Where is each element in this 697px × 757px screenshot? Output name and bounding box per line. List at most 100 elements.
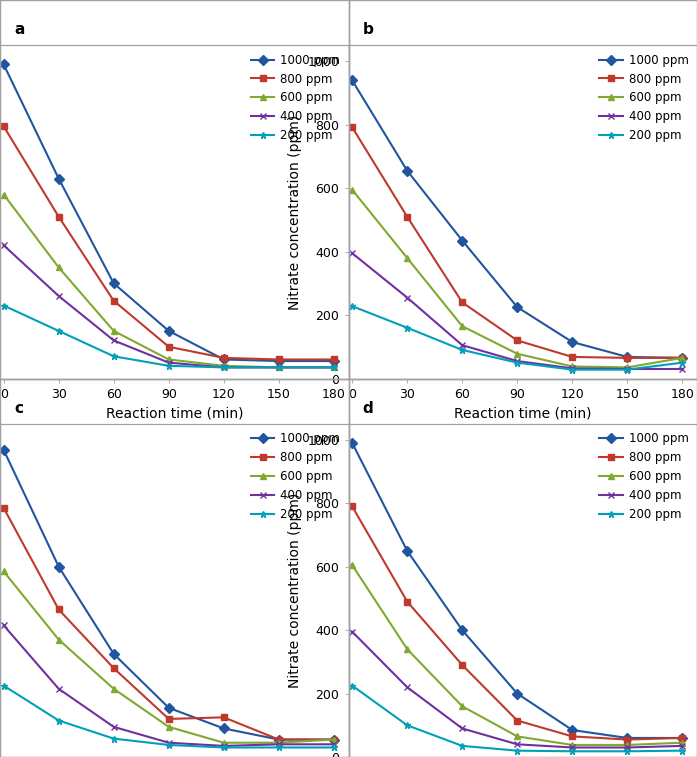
1000 ppm bbox=[513, 303, 521, 312]
600 ppm bbox=[0, 567, 8, 576]
600 ppm bbox=[348, 560, 356, 569]
400 ppm bbox=[0, 621, 8, 630]
600 ppm bbox=[458, 322, 466, 331]
600 ppm bbox=[54, 263, 63, 272]
Legend: 1000 ppm, 800 ppm, 600 ppm, 400 ppm, 200 ppm: 1000 ppm, 800 ppm, 600 ppm, 400 ppm, 200… bbox=[246, 49, 345, 147]
600 ppm bbox=[220, 738, 228, 747]
600 ppm bbox=[348, 185, 356, 195]
400 ppm bbox=[623, 743, 631, 752]
800 ppm bbox=[678, 734, 687, 743]
200 ppm bbox=[403, 721, 411, 730]
200 ppm bbox=[164, 361, 173, 370]
400 ppm bbox=[513, 357, 521, 366]
600 ppm bbox=[623, 740, 631, 749]
Text: a: a bbox=[14, 22, 24, 37]
200 ppm bbox=[54, 326, 63, 335]
400 ppm bbox=[348, 627, 356, 636]
200 ppm bbox=[568, 746, 576, 755]
Line: 400 ppm: 400 ppm bbox=[0, 622, 337, 749]
Line: 200 ppm: 200 ppm bbox=[0, 682, 337, 751]
Legend: 1000 ppm, 800 ppm, 600 ppm, 400 ppm, 200 ppm: 1000 ppm, 800 ppm, 600 ppm, 400 ppm, 200… bbox=[595, 428, 694, 525]
Line: 600 ppm: 600 ppm bbox=[0, 191, 337, 371]
400 ppm bbox=[164, 358, 173, 367]
Line: 600 ppm: 600 ppm bbox=[348, 562, 686, 749]
800 ppm bbox=[0, 503, 8, 512]
200 ppm bbox=[623, 365, 631, 374]
X-axis label: Reaction time (min): Reaction time (min) bbox=[454, 406, 592, 420]
400 ppm bbox=[568, 743, 576, 752]
400 ppm bbox=[220, 363, 228, 372]
Line: 400 ppm: 400 ppm bbox=[348, 250, 686, 372]
600 ppm bbox=[0, 190, 8, 199]
800 ppm bbox=[330, 735, 338, 744]
600 ppm bbox=[403, 645, 411, 654]
1000 ppm bbox=[54, 174, 63, 183]
600 ppm bbox=[568, 362, 576, 371]
800 ppm bbox=[568, 353, 576, 362]
200 ppm bbox=[348, 681, 356, 690]
200 ppm bbox=[220, 363, 228, 372]
Line: 400 ppm: 400 ppm bbox=[0, 241, 337, 371]
200 ppm bbox=[164, 740, 173, 749]
400 ppm bbox=[275, 363, 283, 372]
200 ppm bbox=[0, 301, 8, 310]
200 ppm bbox=[678, 358, 687, 367]
1000 ppm bbox=[0, 60, 8, 69]
Line: 200 ppm: 200 ppm bbox=[0, 302, 337, 371]
800 ppm bbox=[54, 605, 63, 614]
400 ppm bbox=[0, 241, 8, 250]
1000 ppm bbox=[164, 326, 173, 335]
800 ppm bbox=[330, 355, 338, 364]
1000 ppm bbox=[348, 76, 356, 85]
800 ppm bbox=[109, 296, 118, 305]
600 ppm bbox=[330, 735, 338, 744]
800 ppm bbox=[54, 212, 63, 221]
800 ppm bbox=[164, 342, 173, 351]
200 ppm bbox=[109, 734, 118, 743]
1000 ppm bbox=[330, 357, 338, 366]
Line: 1000 ppm: 1000 ppm bbox=[0, 447, 337, 743]
200 ppm bbox=[568, 365, 576, 374]
600 ppm bbox=[330, 363, 338, 372]
200 ppm bbox=[330, 743, 338, 752]
800 ppm bbox=[513, 336, 521, 345]
600 ppm bbox=[109, 684, 118, 693]
200 ppm bbox=[513, 358, 521, 367]
800 ppm bbox=[568, 732, 576, 741]
1000 ppm bbox=[568, 725, 576, 734]
600 ppm bbox=[458, 702, 466, 711]
800 ppm bbox=[0, 122, 8, 131]
800 ppm bbox=[220, 354, 228, 363]
400 ppm bbox=[623, 364, 631, 373]
400 ppm bbox=[54, 684, 63, 693]
Line: 400 ppm: 400 ppm bbox=[348, 628, 686, 751]
X-axis label: Reaction time (min): Reaction time (min) bbox=[105, 406, 243, 420]
800 ppm bbox=[275, 735, 283, 744]
600 ppm bbox=[678, 354, 687, 363]
200 ppm bbox=[220, 743, 228, 752]
200 ppm bbox=[0, 681, 8, 690]
800 ppm bbox=[458, 660, 466, 669]
1000 ppm bbox=[678, 734, 687, 743]
Text: b: b bbox=[362, 22, 374, 37]
400 ppm bbox=[403, 293, 411, 302]
200 ppm bbox=[403, 323, 411, 332]
200 ppm bbox=[513, 746, 521, 755]
800 ppm bbox=[220, 713, 228, 722]
Legend: 1000 ppm, 800 ppm, 600 ppm, 400 ppm, 200 ppm: 1000 ppm, 800 ppm, 600 ppm, 400 ppm, 200… bbox=[595, 49, 694, 147]
400 ppm bbox=[458, 341, 466, 350]
1000 ppm bbox=[568, 338, 576, 347]
400 ppm bbox=[458, 724, 466, 733]
800 ppm bbox=[348, 123, 356, 132]
Line: 1000 ppm: 1000 ppm bbox=[348, 440, 686, 741]
800 ppm bbox=[348, 502, 356, 511]
1000 ppm bbox=[330, 735, 338, 744]
1000 ppm bbox=[275, 357, 283, 366]
600 ppm bbox=[164, 722, 173, 731]
400 ppm bbox=[403, 683, 411, 692]
Line: 600 ppm: 600 ppm bbox=[0, 568, 337, 746]
Text: c: c bbox=[14, 400, 23, 416]
600 ppm bbox=[220, 361, 228, 370]
800 ppm bbox=[513, 716, 521, 725]
600 ppm bbox=[275, 738, 283, 747]
